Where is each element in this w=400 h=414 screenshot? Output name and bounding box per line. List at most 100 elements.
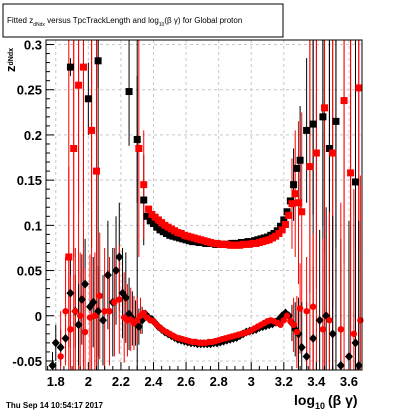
x-axis-title-main: log [294, 392, 315, 408]
square-marker [290, 181, 298, 189]
square-marker [79, 63, 87, 71]
error-bars [52, 40, 361, 370]
circle-marker [277, 321, 284, 328]
y-tick-label: 0.1 [24, 218, 42, 233]
svg-text:log10(β γ): log10 (β γ) [294, 392, 358, 411]
circle-marker [62, 308, 69, 315]
circle-marker [296, 305, 304, 312]
x-tick-label: 3.4 [307, 374, 326, 389]
diamond-marker [81, 279, 90, 289]
square-marker [135, 144, 143, 152]
circle-marker [350, 330, 358, 338]
circle-marker [57, 353, 64, 360]
axis-ticks: 1.8 2 2.2 2.4 2.6 2.8 3 3.2 3.4 3.6 -0.05 0 0.05 0.1 0… [12, 38, 358, 389]
square-marker [355, 84, 363, 92]
circle-marker [116, 296, 123, 303]
square-marker [275, 229, 283, 237]
circle-marker [96, 292, 103, 300]
y-tick-label: -0.05 [12, 354, 42, 369]
data-markers [48, 57, 364, 370]
circle-marker [106, 308, 113, 315]
circle-marker [86, 314, 94, 321]
x-tick-label: 2 [85, 374, 92, 389]
title-suffix: (β γ) for Global proton [164, 16, 242, 25]
square-marker [125, 88, 133, 96]
circle-marker [357, 317, 364, 324]
square-marker [143, 212, 151, 220]
square-marker [319, 113, 327, 121]
y-tick-label: 0.05 [17, 264, 42, 279]
diamond-marker [344, 351, 353, 361]
y-axis-title-main: z [3, 65, 18, 72]
square-marker [332, 117, 340, 125]
square-marker [329, 149, 337, 157]
square-marker [296, 156, 304, 164]
diamond-marker [48, 360, 57, 370]
diamond-marker [351, 338, 360, 348]
diamond-marker [336, 360, 345, 370]
square-marker [291, 190, 299, 198]
circle-marker [290, 321, 297, 328]
svg-text:zdNdx: zdNdx [3, 48, 18, 72]
square-marker [285, 211, 293, 219]
square-marker [70, 144, 78, 152]
x-tick-label: 2.2 [112, 374, 130, 389]
square-marker [65, 253, 73, 261]
square-marker [145, 205, 153, 213]
diamond-marker [315, 315, 324, 325]
square-marker [133, 135, 141, 143]
square-marker [306, 163, 314, 171]
diamond-marker [112, 266, 121, 276]
x-axis-title: log10 (β γ) [294, 392, 358, 411]
circle-marker [72, 308, 79, 315]
diamond-marker [66, 288, 75, 298]
square-marker [340, 97, 348, 105]
circle-marker [77, 312, 84, 319]
circle-marker [91, 312, 99, 319]
square-marker [280, 216, 288, 224]
y-tick-label: 0 [35, 309, 42, 324]
square-marker [321, 104, 329, 112]
circle-marker [140, 309, 147, 317]
y-tick-label: 0.25 [17, 83, 42, 98]
diamond-marker [297, 342, 306, 352]
x-axis-title-subscript: 10 [315, 401, 325, 411]
diamond-marker [77, 294, 86, 304]
circle-marker [67, 326, 74, 333]
circle-marker [283, 312, 291, 319]
square-marker [309, 120, 317, 128]
circle-marker [81, 328, 89, 336]
square-marker [84, 95, 92, 103]
title-subscript-dndx: dNdx [33, 22, 45, 28]
circle-marker [319, 326, 327, 333]
square-marker [94, 57, 102, 65]
diamond-marker [309, 333, 318, 343]
diamond-marker [89, 297, 98, 307]
square-marker [281, 220, 289, 228]
square-marker [66, 63, 74, 71]
y-tick-label: 0.3 [24, 38, 42, 53]
square-marker [283, 208, 291, 216]
square-marker [88, 126, 96, 134]
chart-title: Fitted zdNdx versus TpcTrackLength and l… [7, 16, 242, 28]
chart-title-box: Fitted zdNdx versus TpcTrackLength and l… [2, 3, 284, 38]
square-marker [303, 126, 311, 134]
y-tick-label: 0.15 [17, 173, 42, 188]
diamond-marker [121, 293, 130, 303]
circle-marker [280, 317, 288, 324]
timestamp: Thu Sep 14 10:54:17 2017 [6, 401, 103, 410]
x-axis-title-rest: (β γ) [328, 392, 358, 408]
square-marker [150, 220, 158, 228]
y-tick-label: 0.2 [24, 128, 42, 143]
diamond-marker [328, 329, 337, 339]
title-prefix: Fitted z [7, 16, 33, 25]
circle-marker [293, 328, 301, 336]
diamond-marker [51, 338, 60, 348]
x-tick-label: 3.2 [275, 374, 293, 389]
circle-marker [337, 326, 345, 333]
diamond-marker [115, 252, 124, 262]
plot-frame [45, 39, 363, 371]
circle-marker [101, 308, 108, 315]
square-marker [293, 164, 301, 172]
diamond-marker [56, 342, 65, 352]
